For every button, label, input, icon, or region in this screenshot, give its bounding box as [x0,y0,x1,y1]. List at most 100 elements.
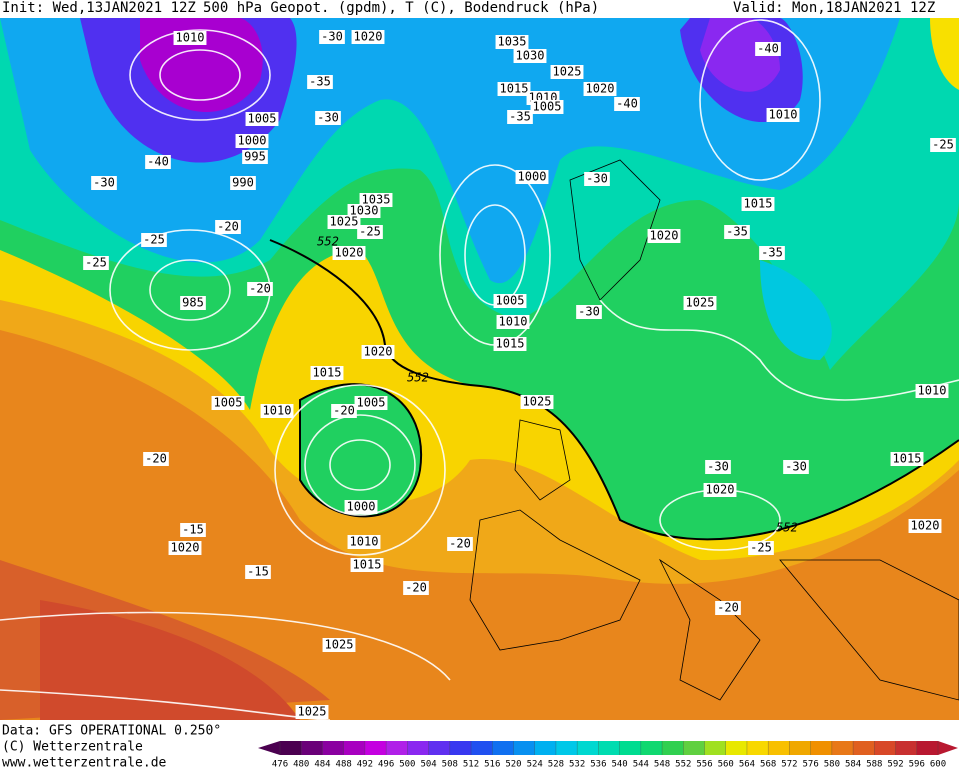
isobar-label: 1030 [516,49,545,63]
isobar-label-group: 1015 [350,558,384,572]
temperature-label: -25 [143,233,165,247]
temperature-label-group: -35 [507,110,533,124]
temperature-label-box [331,404,357,418]
temperature-label-group: -30 [576,305,602,319]
isobar-label-box [322,638,356,652]
temperature-label: -30 [785,460,807,474]
isobar-label-box [683,296,717,310]
isobar-label-group: 1000 [515,170,549,184]
isobar-label-group: 1015 [741,197,775,211]
temperature-label-box [705,460,731,474]
temperature-label-box [724,225,750,239]
isobar-label-box [550,65,584,79]
colorbar-swatch [810,741,833,755]
temperature-label-box [759,246,785,260]
isobar-label-box [495,35,529,49]
colorbar-swatch [895,741,918,755]
temperature-label-box [614,97,640,111]
isobar-label: 995 [244,150,266,164]
temperature-label-group: -35 [307,75,333,89]
isobar-label-box [497,82,531,96]
temperature-label-group: -30 [319,30,345,44]
temperature-label: -35 [726,225,748,239]
colorbar-swatch [407,741,430,755]
colorbar-swatch [640,741,663,755]
colorbar-swatch [322,741,345,755]
isobar-label: 1005 [496,294,525,308]
isobar-label: 1020 [364,345,393,359]
isobar-label-group: 1025 [550,65,584,79]
isobar-label-box [520,395,554,409]
isobar-label: 1010 [499,315,528,329]
isobar-label-group: 1035 [495,35,529,49]
colorbar-swatch [853,741,875,755]
colorbar-swatch [492,741,514,755]
isobar-label-group: 1030 [347,204,381,218]
isobar-label-box [310,366,344,380]
isobar-label-box [347,204,381,218]
temperature-label-group: -25 [748,541,774,555]
isobar-label-group: 1010 [260,404,294,418]
geopotential-label: 552 [776,521,798,535]
temperature-label-box [447,537,473,551]
colorbar-swatch [831,741,854,755]
isobar-label-group: 1025 [327,215,361,229]
temperature-label-box [357,225,383,239]
temperature-label-group: -20 [143,452,169,466]
isobar-label-box [347,535,381,549]
isobar-label-box [530,100,564,114]
map-title: 500 hPa Geopot. (gpdm), T (C), Bodendruc… [203,0,599,16]
isobar-label-group: 1020 [332,246,366,260]
isobar-label-group: 1005 [354,396,388,410]
temperature-label-group: -15 [180,523,206,537]
isobar-label-group: 1035 [359,193,393,207]
isobar-label-group: 1010 [173,31,207,45]
isobar-label-box [242,150,268,164]
temperature-label-box [245,565,271,579]
colorbar-swatch [874,741,897,755]
isobar-label-group: 1010 [766,108,800,122]
colorbar-swatch [789,741,812,755]
isobar-label-group: 1020 [351,30,385,44]
colorbar-swatch [343,741,366,755]
isobar-label-box [211,396,245,410]
colorbar-swatch [555,741,578,755]
isobar-label-box [180,296,206,310]
temperature-label-group: -20 [331,404,357,418]
isobar-label: 1010 [769,108,798,122]
colorbar-tick-label: 572 [781,760,797,770]
colorbar-swatch [704,741,727,755]
temperature-label-box [215,220,241,234]
isobar-label-box [908,519,942,533]
isobar-label: 1010 [350,535,379,549]
temperature-label: -20 [217,220,239,234]
isobar-label-group: 1030 [513,49,547,63]
isobar-label-group: 1020 [583,82,617,96]
temperature-label: -35 [309,75,331,89]
temperature-label-box [307,75,333,89]
isobar-label: 1025 [325,638,354,652]
temperature-label: -30 [586,172,608,186]
isobar-label-group: 995 [242,150,268,164]
isobar-label-box [354,396,388,410]
isobar-label: 1000 [347,500,376,514]
isobar-label-box [703,483,737,497]
colorbar: 476 480 484 488 492 496 500 504 508 512 516 520 524 5… [258,741,958,770]
colorbar-left-arrow [258,741,280,755]
colorbar-tick-label: 512 [463,760,479,770]
isobar-label-group: 1010 [347,535,381,549]
temperature-label-group: -30 [315,111,341,125]
colorbar-tick-label: 508 [442,760,458,770]
isobar-label: 1000 [518,170,547,184]
colorbar-tick-label: 584 [845,760,861,770]
isobar-label-group: 1020 [703,483,737,497]
isobar-label-box [295,705,329,719]
isobar-label-group: 1025 [295,705,329,719]
geopotential-label: 552 [317,235,339,249]
temperature-label-box [141,233,167,247]
colorbar-tick-label: 488 [336,760,352,770]
colorbar-tick-label: 592 [887,760,903,770]
geopotential-label-group: 552 [776,521,798,535]
temperature-label-box [83,256,109,270]
temperature-label: -30 [93,176,115,190]
